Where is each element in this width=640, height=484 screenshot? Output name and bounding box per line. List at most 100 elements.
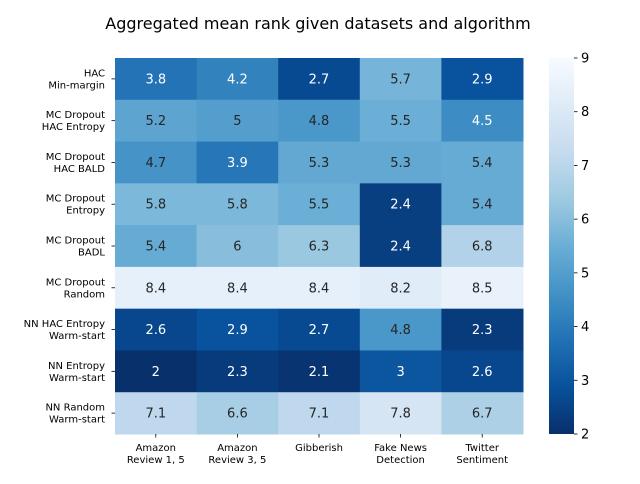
heatmap-cell — [441, 308, 524, 351]
cell-value-label: 3.8 — [145, 72, 166, 87]
heatmap-cell — [196, 266, 279, 310]
heatmap-cell — [278, 308, 361, 351]
heatmap-cell — [359, 266, 442, 310]
colorbar-tick-label: 8 — [581, 105, 589, 120]
row-label: MC Dropout HAC Entropy — [42, 110, 105, 133]
heatmap-cell — [441, 225, 524, 268]
heatmap-cell — [278, 58, 361, 101]
heatmap-cell — [441, 266, 524, 310]
row-label: MC Dropout HAC BALD — [46, 152, 106, 175]
cell-value-label: 2.3 — [227, 365, 248, 380]
heatmap-cell — [441, 392, 524, 435]
heatmap-cell — [359, 308, 442, 351]
heatmap-cell — [115, 99, 198, 143]
heatmap-cell — [441, 183, 524, 226]
heatmap-cell — [441, 141, 524, 184]
heatmap-cell — [278, 266, 361, 310]
cell-value-label: 7.8 — [390, 407, 411, 422]
heatmap-cell — [196, 308, 279, 351]
cell-value-label: 5.2 — [145, 114, 166, 129]
chart-title: Aggregated mean rank given datasets and … — [105, 14, 530, 33]
cell-value-label: 2.9 — [227, 323, 248, 338]
heatmap-cell — [196, 99, 279, 143]
colorbar-tick-label: 7 — [581, 159, 589, 174]
row-label: MC Dropout Random — [46, 277, 105, 300]
cell-value-label: 5.8 — [227, 198, 248, 213]
cell-value-label: 8.4 — [145, 281, 166, 296]
colorbar — [549, 58, 574, 434]
column-label: Amazon Review 3, 5 — [208, 443, 266, 466]
cell-value-label: 4.8 — [309, 114, 330, 129]
cell-value-label: 2.1 — [309, 365, 330, 380]
heatmap-cell — [196, 350, 279, 393]
heatmap-cell — [441, 99, 524, 143]
colorbar-tick-label: 9 — [581, 52, 589, 67]
column-label: Fake News Detection — [374, 443, 427, 466]
row-labels: HAC Min-margin MC Dropout HAC Entropy MC Dro… — [24, 68, 115, 426]
heatmap-cell — [441, 58, 524, 101]
heatmap-cell — [359, 225, 442, 268]
cell-value-label: 5.5 — [390, 114, 411, 129]
heatmap-cell — [278, 99, 361, 143]
cell-value-label: 3.9 — [227, 156, 248, 171]
cell-value-label: 6.3 — [309, 240, 330, 255]
colorbar-tick-label: 6 — [581, 213, 589, 228]
cell-value-label: 2.4 — [390, 198, 411, 213]
cell-value-label: 8.4 — [227, 281, 248, 296]
heatmap-cell — [359, 58, 442, 101]
column-label: Twitter Sentiment — [456, 443, 508, 466]
cell-value-label: 5.3 — [390, 156, 411, 171]
cell-value-label: 2.4 — [390, 240, 411, 255]
cell-value-label: 2.7 — [309, 72, 330, 87]
row-label: MC Dropout BADL — [46, 236, 106, 259]
cell-value-label: 2.3 — [472, 323, 493, 338]
cell-value-label: 6.8 — [472, 240, 493, 255]
heatmap-cell — [196, 183, 279, 226]
colorbar-ticks: 2 3 4 5 6 7 8 9 — [574, 52, 589, 443]
row-label: NN HAC Entropy Warm-start — [24, 319, 105, 342]
cell-value-label: 2.9 — [472, 72, 493, 87]
colorbar-tick-label: 5 — [581, 266, 589, 281]
heatmap-cell — [278, 183, 361, 226]
colorbar-tick-label: 4 — [581, 320, 589, 335]
heatmap-cell — [278, 392, 361, 435]
heatmap-cell — [196, 225, 279, 268]
cell-value-label: 3 — [396, 365, 404, 380]
column-label: Gibberish — [295, 443, 343, 454]
heatmap-cell — [359, 141, 442, 184]
heatmap-cell — [278, 141, 361, 184]
cell-value-label: 7.1 — [309, 407, 330, 422]
cell-value-label: 6.7 — [472, 407, 493, 422]
heatmap-cell — [115, 350, 198, 393]
cell-value-label: 5.4 — [472, 156, 493, 171]
cell-value-label: 5 — [233, 114, 241, 129]
cell-value-label: 8.5 — [472, 281, 493, 296]
cell-value-label: 7.1 — [145, 407, 166, 422]
cell-value-label: 6.6 — [227, 407, 248, 422]
cell-value-label: 4.8 — [390, 323, 411, 338]
heatmap-cell — [359, 392, 442, 435]
heatmap-cell — [115, 308, 198, 351]
row-label: NN Random Warm-start — [45, 403, 105, 426]
heatmap-cell — [441, 350, 524, 393]
heatmap-cell — [278, 225, 361, 268]
heatmap-cell — [115, 58, 198, 101]
heatmap-cell — [278, 350, 361, 393]
cell-value-label: 5.3 — [309, 156, 330, 171]
column-labels: Amazon Review 1, 5 Amazon Review 3, 5 Gibber… — [127, 434, 508, 466]
cell-value-label: 2.7 — [309, 323, 330, 338]
cell-value-label: 5.4 — [472, 198, 493, 213]
heatmap-cell — [115, 183, 198, 226]
cell-value-label: 8.4 — [309, 281, 330, 296]
cell-value-label: 4.5 — [472, 114, 493, 129]
heatmap-cell — [115, 141, 198, 184]
cell-value-label: 2.6 — [145, 323, 166, 338]
heatmap-cells — [115, 58, 524, 435]
heatmap-cell — [115, 392, 198, 435]
cell-value-label: 5.4 — [145, 240, 166, 255]
row-label: NN Entropy Warm-start — [48, 361, 105, 384]
heatmap-cell — [196, 392, 279, 435]
cell-value-label: 6 — [233, 240, 241, 255]
heatmap-cell — [115, 266, 198, 310]
